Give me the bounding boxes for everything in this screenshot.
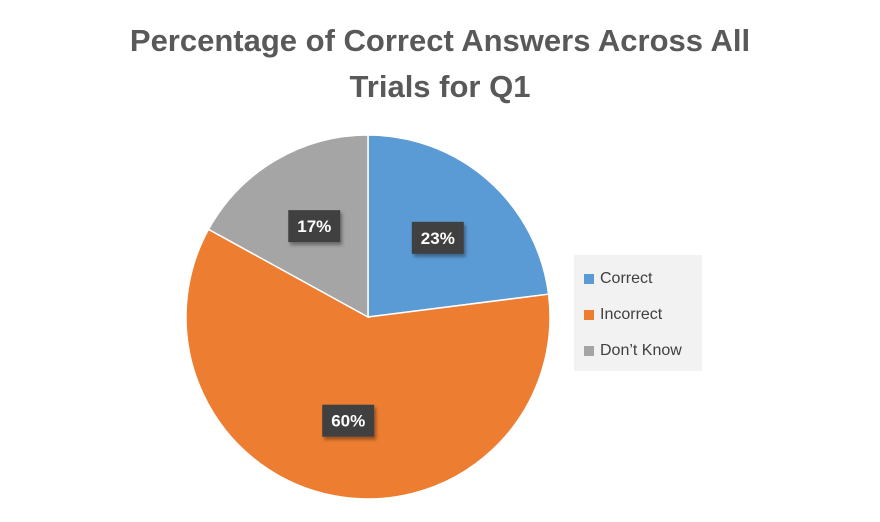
pie-slices <box>185 134 551 500</box>
legend-swatch-correct <box>584 274 594 284</box>
chart-title: Percentage of Correct Answers Across All… <box>0 18 880 110</box>
pie-slice-don-t-know <box>207 134 369 319</box>
data-label-don-t-know: 17% <box>288 210 341 243</box>
legend-swatch-dont-know <box>584 346 594 356</box>
legend-item-incorrect: Incorrect <box>584 297 692 333</box>
data-label-text-incorrect: 60% <box>331 412 365 431</box>
data-label-box-don-t-know <box>288 210 341 243</box>
legend: Correct Incorrect Don’t Know <box>574 255 702 371</box>
legend-label-incorrect: Incorrect <box>600 306 663 323</box>
legend-label-correct: Correct <box>600 270 653 287</box>
legend-swatch-incorrect <box>584 310 594 320</box>
data-label-text-correct: 23% <box>421 229 455 248</box>
data-label-incorrect: 60% <box>322 404 375 437</box>
chart-title-line-1: Percentage of Correct Answers Across All <box>129 23 751 58</box>
chart-title-line-2: Trials for Q1 <box>349 69 531 104</box>
legend-label-dont-know: Don’t Know <box>600 342 682 359</box>
data-label-text-don-t-know: 17% <box>297 217 331 236</box>
data-label-box-correct <box>411 221 464 254</box>
data-label-correct: 23% <box>411 221 464 254</box>
legend-item-dont-know: Don’t Know <box>584 333 692 369</box>
pie-data-labels: 23% 60% 17% <box>288 210 464 437</box>
pie-slice-incorrect <box>185 228 551 500</box>
legend-item-correct: Correct <box>584 261 692 297</box>
data-label-box-incorrect <box>322 404 375 437</box>
